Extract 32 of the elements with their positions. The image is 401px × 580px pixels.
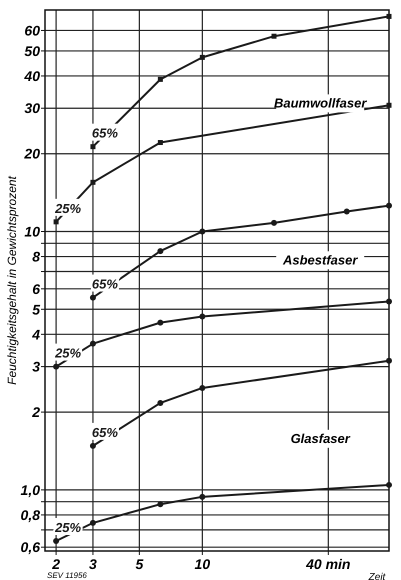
series-label: 25%: [54, 520, 82, 536]
y-tick-label: 5: [32, 301, 40, 318]
y-tick-label: 50: [24, 42, 40, 59]
series-label: 25%: [54, 346, 82, 361]
y-tick-label: 10: [24, 224, 40, 240]
x-tick-label: 2: [51, 556, 60, 572]
y-tick-label: 1,0: [20, 482, 40, 498]
y-tick-label: 6: [32, 280, 40, 297]
y-tick-label: 0,6: [20, 539, 40, 556]
x-tick-label: 3: [89, 556, 98, 572]
y-tick-label: 20: [23, 146, 40, 162]
y-tick-label: 3: [32, 358, 40, 375]
annotation: Baumwollfaser: [274, 95, 368, 110]
x-tick-label: 10: [194, 556, 210, 572]
x-tick-label: 40 min: [305, 556, 350, 572]
y-tick-label: 4: [31, 326, 40, 342]
series-label: 65%: [92, 276, 118, 292]
x-axis-title: Zeit: [368, 572, 387, 580]
annotation: Asbestfaser: [282, 252, 358, 268]
y-tick-label: 30: [24, 100, 40, 116]
series-label: 65%: [92, 424, 118, 440]
x-tick-label: 5: [135, 556, 144, 572]
y-tick-label: 8: [32, 248, 40, 265]
annotation: Glasfaser: [290, 430, 351, 446]
y-tick-label: 60: [24, 22, 40, 38]
series-label: 25%: [54, 200, 82, 216]
y-tick-label: 2: [31, 404, 40, 420]
series-label: 65%: [92, 126, 118, 141]
y-axis-title: Feuchtigkeitsgehalt in Gewichtsprozent: [5, 175, 19, 385]
y-tick-label: 40: [23, 68, 40, 84]
y-tick-label: 0,8: [20, 506, 40, 523]
text: SEV 11956: [47, 571, 88, 580]
